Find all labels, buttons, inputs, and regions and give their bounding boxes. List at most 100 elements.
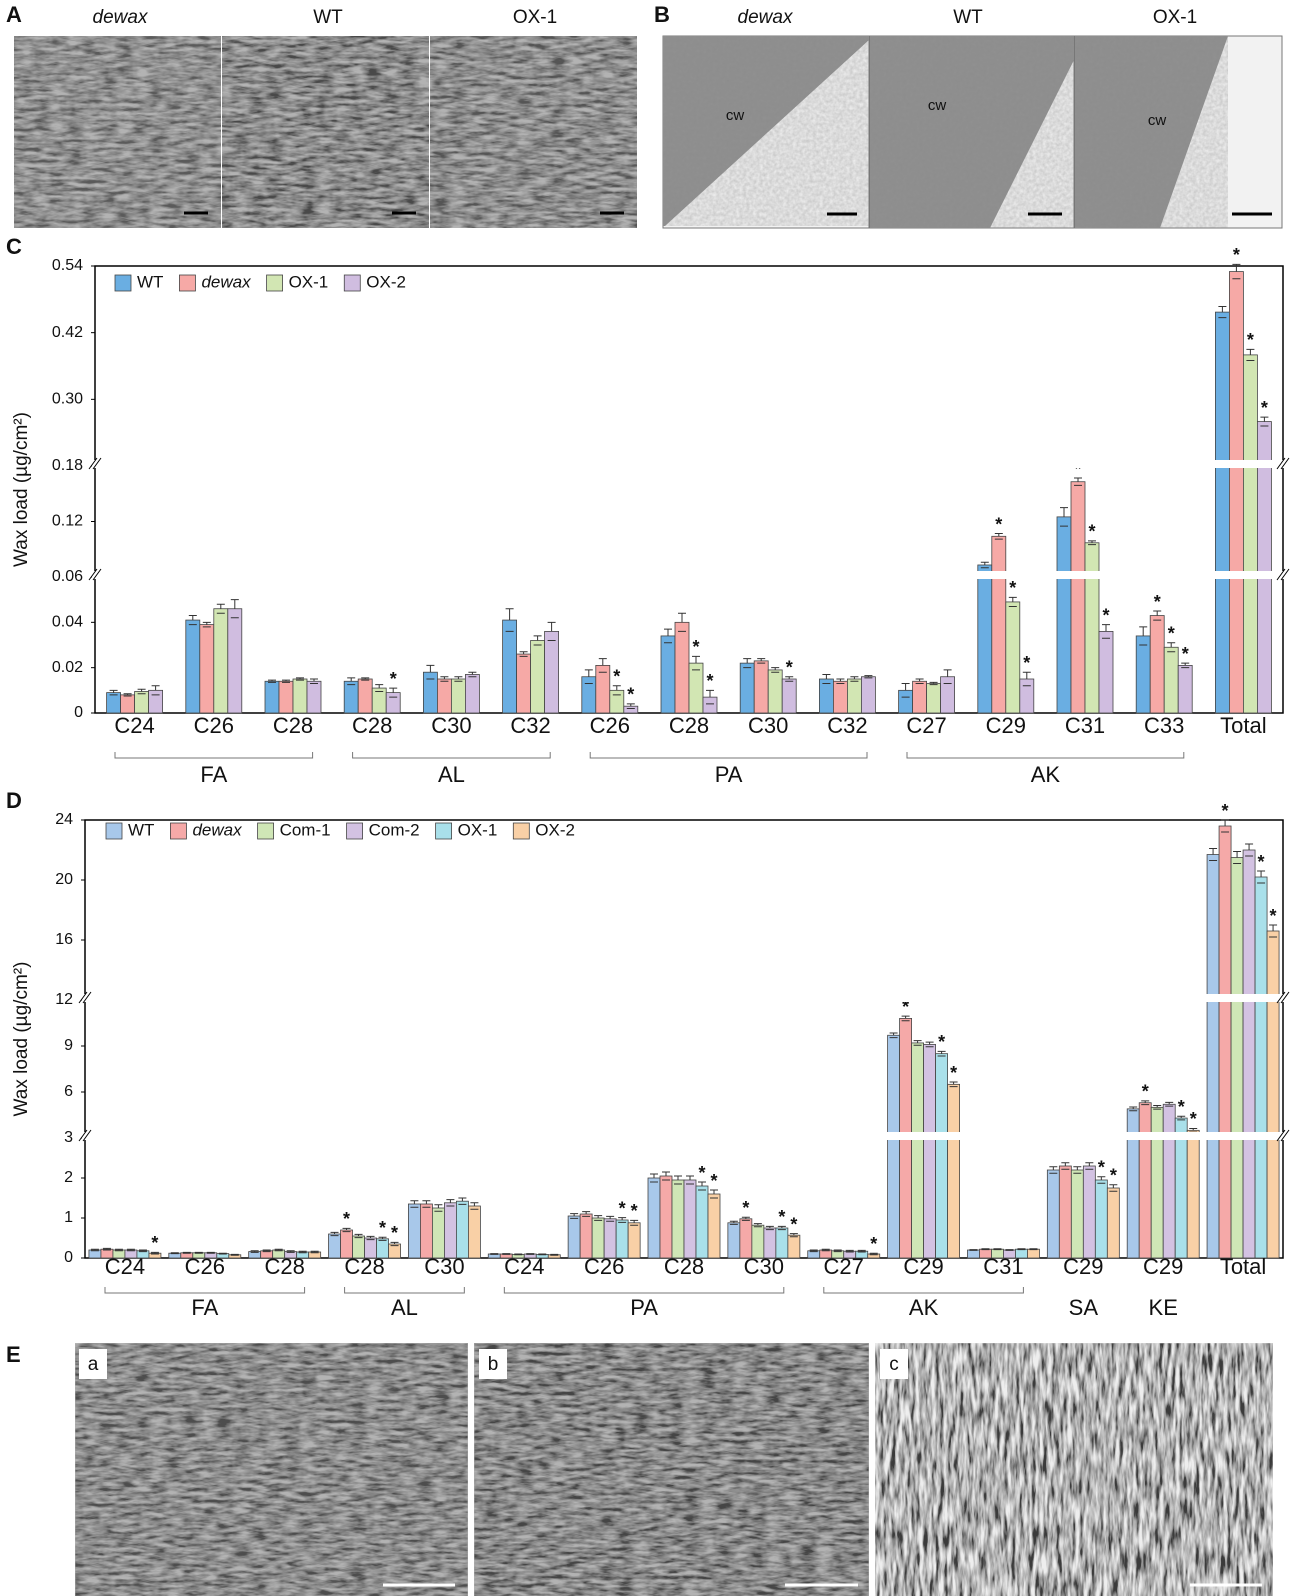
error-bar bbox=[598, 658, 607, 673]
error-bar bbox=[1073, 1166, 1082, 1174]
legend-swatch bbox=[170, 822, 187, 840]
error-bar bbox=[502, 1253, 511, 1255]
cw-label: cw bbox=[928, 97, 947, 114]
significance-mark: * bbox=[995, 514, 1002, 534]
error-bar bbox=[1181, 662, 1190, 669]
group-bracket bbox=[906, 752, 1185, 759]
x-tick-label: C28 bbox=[344, 1254, 384, 1279]
error-bar bbox=[1257, 870, 1266, 884]
bar bbox=[967, 1249, 980, 1259]
bar bbox=[120, 694, 135, 714]
significance-mark: * bbox=[1023, 653, 1030, 673]
caption: WT bbox=[953, 7, 983, 28]
chart: C Wax load (µg/cm²) 0 0.02 0.04 0.06 0.12 0.18 0… bbox=[6, 234, 1290, 787]
significance-mark: * bbox=[391, 1223, 398, 1243]
error-bar bbox=[809, 1249, 818, 1253]
x-tick-label: C29 bbox=[986, 713, 1026, 738]
axis-break-mark bbox=[88, 457, 102, 470]
significance-mark: * bbox=[1074, 459, 1081, 479]
bar bbox=[707, 1193, 721, 1259]
bar bbox=[912, 680, 927, 714]
error-bar bbox=[741, 1216, 750, 1221]
group-label: AK bbox=[1031, 762, 1061, 787]
error-bar bbox=[1109, 1184, 1118, 1192]
error-bar bbox=[753, 1223, 762, 1228]
error-bar bbox=[981, 1248, 990, 1251]
sem-images bbox=[14, 36, 637, 228]
bar bbox=[1084, 542, 1100, 714]
legend-swatch bbox=[114, 274, 132, 292]
cw-label: cw bbox=[1148, 112, 1167, 129]
bar bbox=[591, 1217, 605, 1259]
bar bbox=[833, 680, 848, 714]
bar bbox=[1138, 1102, 1152, 1259]
error-bar bbox=[743, 658, 752, 669]
significance-mark: * bbox=[151, 1233, 158, 1253]
axis-break-gap bbox=[1280, 460, 1286, 468]
error-bar bbox=[1060, 507, 1068, 527]
bar bbox=[647, 1177, 661, 1259]
caption: WT bbox=[313, 7, 343, 28]
y-tick-label: 9 bbox=[64, 1037, 73, 1054]
bar bbox=[464, 674, 480, 714]
sub-label: b bbox=[488, 1354, 499, 1375]
cell-wall bbox=[870, 36, 1074, 228]
error-bar bbox=[1097, 1176, 1106, 1184]
axis-break-mark bbox=[1276, 1129, 1290, 1142]
x-tick-label: C30 bbox=[431, 713, 471, 738]
error-bar bbox=[913, 1040, 922, 1046]
bar bbox=[385, 692, 401, 714]
error-bar bbox=[1232, 263, 1241, 280]
bar bbox=[1046, 1169, 1060, 1259]
significance-mark: * bbox=[742, 1198, 749, 1218]
axis-break bbox=[97, 571, 1281, 579]
error-bar bbox=[218, 1252, 227, 1255]
x-tick-label: Total bbox=[1220, 713, 1266, 738]
axis-break-mark bbox=[78, 991, 92, 1004]
error-bar bbox=[458, 1197, 467, 1205]
error-bar bbox=[361, 677, 370, 681]
bar bbox=[911, 1042, 924, 1259]
x-tick-label: C29 bbox=[903, 1254, 943, 1279]
error-bar bbox=[126, 1248, 135, 1252]
error-bar bbox=[230, 599, 239, 619]
axis-break-gap bbox=[1280, 1132, 1286, 1140]
bar bbox=[148, 689, 164, 714]
bar bbox=[185, 619, 201, 714]
significance-mark: * bbox=[1190, 1109, 1197, 1129]
error-bar bbox=[262, 1249, 271, 1253]
bar bbox=[767, 669, 783, 714]
caption: dewax bbox=[93, 7, 149, 28]
bar bbox=[659, 1175, 673, 1259]
group-bracket bbox=[352, 752, 551, 759]
axis-break bbox=[87, 1132, 1281, 1140]
bar bbox=[134, 691, 150, 714]
error-bar bbox=[706, 689, 714, 705]
y-tick-label: 0.42 bbox=[52, 324, 83, 341]
error-bar bbox=[194, 1251, 203, 1254]
group-label: PA bbox=[715, 762, 743, 787]
error-bar bbox=[678, 612, 686, 632]
bar bbox=[660, 635, 676, 714]
bar bbox=[753, 660, 769, 714]
significance-mark: * bbox=[692, 637, 699, 657]
caption: OX-1 bbox=[1153, 7, 1197, 28]
error-bar bbox=[1017, 1248, 1026, 1251]
error-bar bbox=[188, 615, 197, 626]
bar bbox=[1243, 354, 1258, 714]
error-bar bbox=[626, 703, 635, 709]
bar bbox=[436, 678, 452, 714]
bar bbox=[1082, 1165, 1096, 1259]
bar bbox=[343, 680, 359, 714]
sem-image bbox=[430, 36, 637, 228]
x-tick-label: C30 bbox=[748, 713, 788, 738]
error-bar bbox=[612, 685, 621, 696]
error-bar bbox=[822, 673, 831, 685]
legend-swatch bbox=[346, 822, 363, 840]
axis-break-mark bbox=[88, 568, 102, 581]
axis-break-gap bbox=[82, 1132, 88, 1140]
error-bar bbox=[114, 1248, 123, 1252]
error-bar bbox=[980, 561, 989, 569]
bar bbox=[1177, 665, 1193, 714]
